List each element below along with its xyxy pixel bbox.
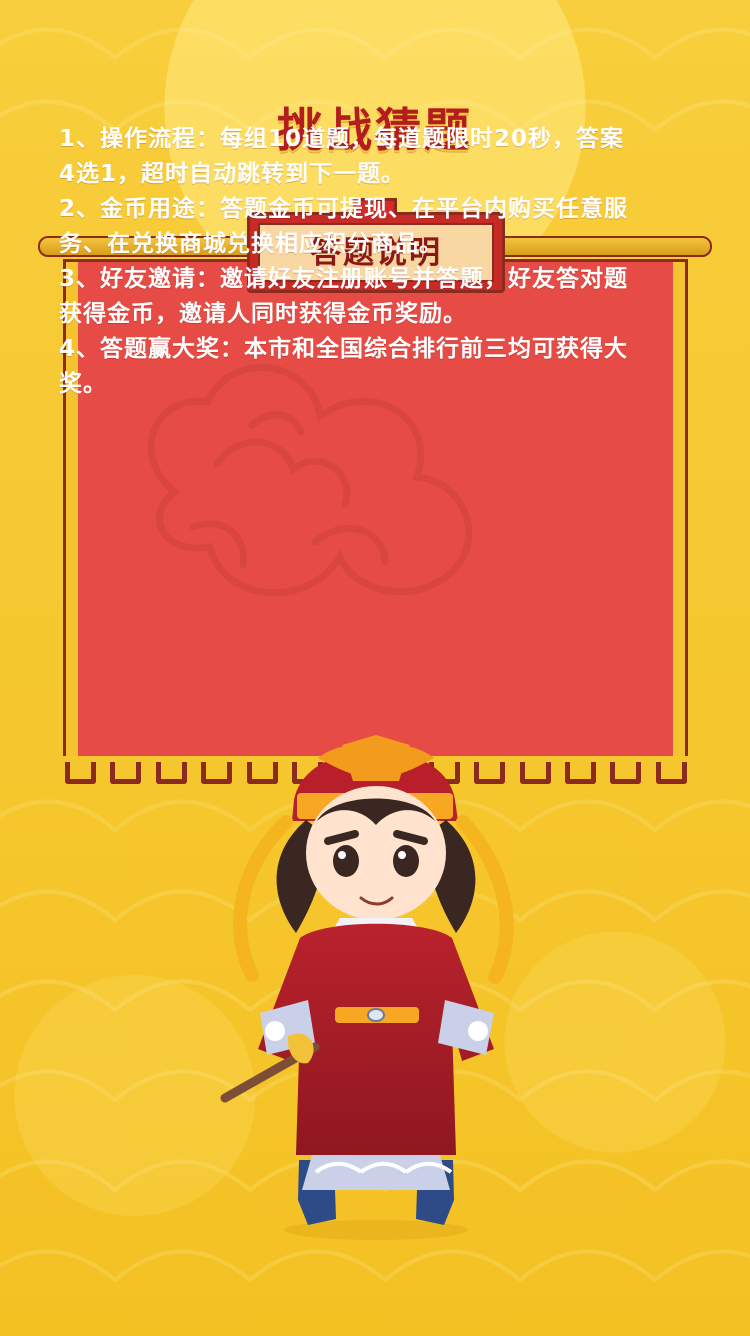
instruction-heading: 答题说明 [310,235,442,271]
instruction-banner: 答题说明 [38,197,712,785]
fringe-tab [201,762,233,784]
rule-item: 1、操作流程：每组10道题，每道题限时20秒，答案4选1，超时自动跳转到下一题。 [59,126,625,187]
instruction-heading-plate: 答题说明 [247,198,505,293]
fringe-tab [155,762,187,784]
fringe-tab [65,762,96,784]
rule-item: 4、答题赢大奖：本市和全国综合排行前三均可获得大奖。 [59,336,629,397]
rules-list: 1、操作流程：每组10道题，每道题限时20秒，答案4选1，超时自动跳转到下一题。… [59,122,629,402]
page-title: 挑战猜题 [277,103,473,157]
rule-item: 3、好友邀请：邀请好友注册账号并答题，好友答对题获得金币，邀请人同时获得金币奖励… [59,266,629,327]
fringe-tab [610,762,642,784]
fringe-tab [519,762,551,784]
instruction-panel [78,262,673,756]
judge-character-icon [220,735,514,1240]
rule-item: 2、金币用途：答题金币可提现、在平台内购买任意服务、在兑换商城兑换相应积分商品。 [59,196,629,257]
fringe-tab [474,762,506,784]
fringe-tab [110,762,142,784]
scroll-frame [63,259,688,756]
fringe-tab [246,762,278,784]
cloud-icon [147,363,473,597]
fringe-tab [564,762,596,784]
fringe-tab [655,762,687,784]
